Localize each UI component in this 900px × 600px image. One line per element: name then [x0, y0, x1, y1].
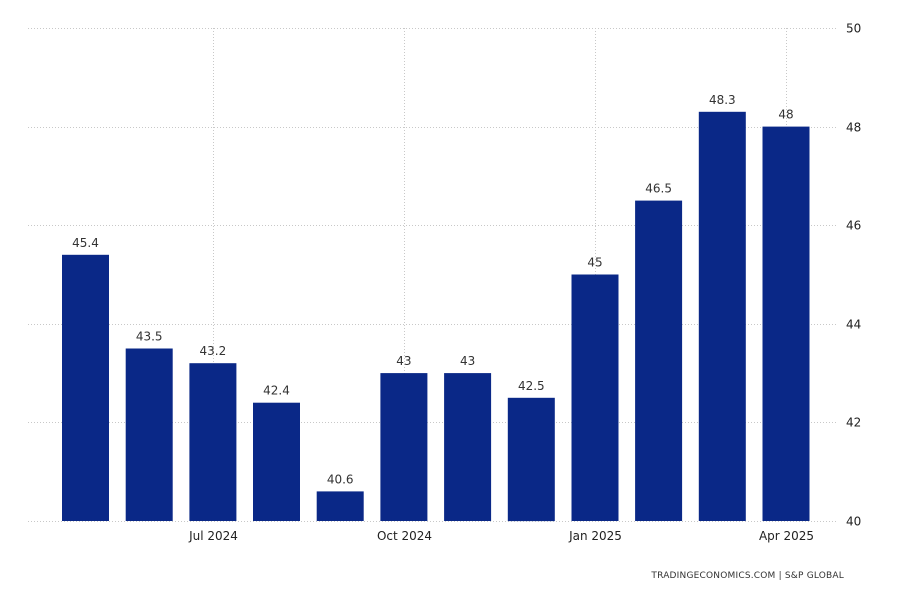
data-label-2024-07: 43.2: [200, 344, 227, 358]
x-tick-label: Oct 2024: [377, 529, 432, 543]
x-tick-label: Apr 2025: [759, 529, 814, 543]
y-tick-label: 40: [846, 515, 861, 529]
x-tick-label: Jan 2025: [568, 529, 622, 543]
data-label-2025-03: 48.3: [709, 93, 736, 107]
bar-2025-03: [698, 111, 746, 522]
bar-2024-08: [253, 402, 300, 521]
y-tick-label: 42: [846, 416, 861, 430]
data-label-2025-02: 46.5: [645, 182, 672, 196]
x-axis: Jul 2024 Oct 2024 Jan 2025 Apr 2025: [188, 529, 814, 543]
data-label-2024-08: 42.4: [263, 384, 290, 398]
bar-2025-02: [635, 200, 683, 521]
data-label-2024-06: 43.5: [136, 330, 163, 344]
bar-2024-11: [444, 373, 492, 521]
y-tick-label: 48: [846, 121, 861, 135]
y-axis: 40 42 44 46 48 50: [846, 22, 861, 529]
bars: [62, 111, 810, 522]
bar-2025-01: [571, 274, 619, 521]
source-label: TRADINGECONOMICS.COM | S&P GLOBAL: [651, 571, 844, 581]
bar-2025-04: [762, 126, 810, 521]
bar-2024-10: [380, 373, 428, 521]
bar-2024-07: [189, 363, 237, 521]
data-label-2024-05: 45.4: [72, 236, 99, 250]
data-label-2024-09: 40.6: [327, 472, 354, 486]
bar-2024-05: [62, 254, 109, 522]
data-label-2024-12: 42.5: [518, 379, 545, 393]
data-label-2024-11: 43: [460, 354, 475, 368]
data-label-2024-10: 43: [396, 354, 411, 368]
y-tick-label: 50: [846, 22, 861, 36]
x-tick-label: Jul 2024: [188, 529, 238, 543]
bar-2024-12: [507, 397, 555, 522]
bar-2024-06: [125, 348, 173, 521]
data-label-2025-04: 48: [778, 108, 793, 122]
data-label-2025-01: 45: [587, 256, 602, 270]
bar-2024-09: [316, 491, 364, 521]
data-labels: 45.4 43.5 43.2 42.4 40.6 43 43 42.5 45 46.5 48.3 48: [72, 93, 794, 487]
y-tick-label: 44: [846, 318, 861, 332]
y-tick-label: 46: [846, 219, 861, 233]
